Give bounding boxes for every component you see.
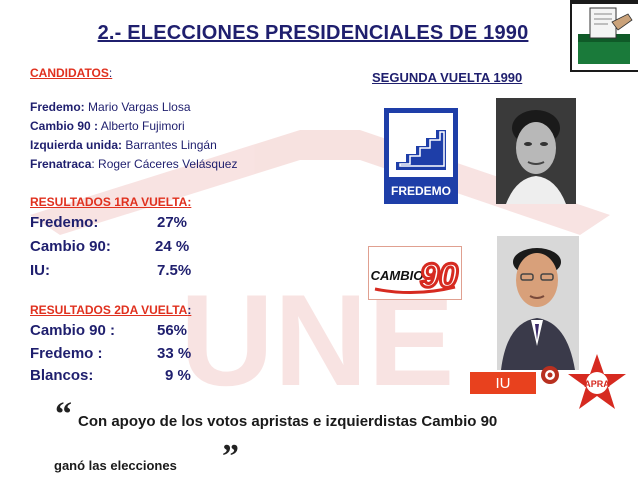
quote-close-mark: ” [222,438,239,475]
apra-logo-text: APRA [584,379,610,389]
result2-3-value: 9 % [165,367,191,384]
candidato-frenatraca: Frenatraca: Roger Cáceres Velásquez [30,157,238,171]
cambio90-logo-text: CAMBIO [371,268,424,283]
fredemo-logo: FREDEMO [384,108,458,204]
apra-logo: APRA [566,352,628,412]
candidatos-heading: CANDIDATOS: [30,66,113,80]
result2-1-value: 56% [157,322,188,339]
fujimori-photo [497,236,579,370]
iu-small-emblem-icon [540,365,560,385]
candidato-fredemo: Fredemo: Mario Vargas Llosa [30,100,191,114]
result-2-label: Cambio 90: [30,238,111,255]
result2-2-label: Fredemo : [30,345,103,362]
cambio90-logo: CAMBIO 90 [368,246,462,300]
iu-badge-label: IU [495,374,511,392]
quote-line-2: ganó las elecciones [54,458,177,473]
result-3-label: IU: [30,262,50,279]
result-3-value: 7.5% [157,262,192,279]
segunda-vuelta-heading: RESULTADOS 2DA VUELTA: [30,303,192,317]
result-2-value: 24 % [155,238,190,255]
result-1-label: Fredemo: [30,214,99,231]
iu-badge: IU [470,372,536,394]
quote-open-mark: “ [55,396,72,433]
page-title: 2.- ELECCIONES PRESIDENCIALES DE 1990 [97,22,529,44]
quote-line-1: Con apoyo de los votos apristas e izquie… [78,413,498,430]
result2-1-label: Cambio 90 : [30,322,116,339]
segunda-vuelta-title: SEGUNDA VUELTA 1990 [372,70,523,85]
candidato-izquierda-unida: Izquierda unida: Barrantes Lingán [30,138,217,152]
result2-2-value: 33 % [157,345,192,362]
result-1-value: 27% [157,214,188,231]
result2-3-label: Blancos: [30,367,94,384]
fredemo-logo-text: FREDEMO [391,184,451,198]
candidato-cambio90: Cambio 90 : Alberto Fujimori [30,119,185,133]
vargas-llosa-photo [496,98,576,204]
primera-vuelta-heading: RESULTADOS 1RA VUELTA: [30,195,192,209]
ballot-box-icon [570,0,638,72]
